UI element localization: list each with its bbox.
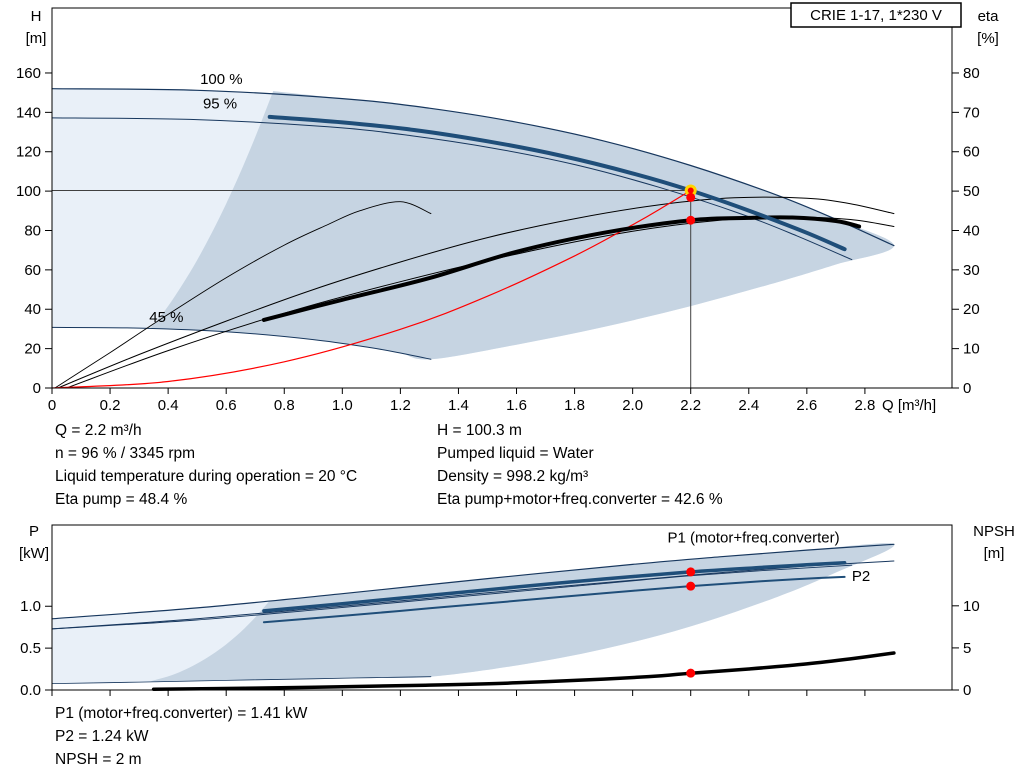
label-p1-motor-freq-converter-: P1 (motor+freq.converter) bbox=[667, 530, 839, 547]
curve-p2-current-96pct bbox=[262, 575, 846, 624]
duty-point-markers bbox=[684, 184, 697, 678]
info-pumped-liquid: Pumped liquid = Water bbox=[437, 445, 594, 462]
qh-x-tick-label: 0 bbox=[48, 397, 56, 414]
qh-x-tick-label: 2.4 bbox=[738, 397, 759, 414]
qh-yl-tick-label: 160 bbox=[16, 65, 41, 82]
curve-qh-45pct bbox=[51, 326, 432, 360]
curve-p1-100pct bbox=[51, 543, 895, 620]
performance-curves bbox=[51, 88, 896, 691]
qh-x-tick-label: 0.2 bbox=[100, 397, 121, 414]
power-yl-tick-label: 0.0 bbox=[20, 682, 41, 699]
info-p1: P1 (motor+freq.converter) = 1.41 kW bbox=[55, 705, 308, 722]
qh-yl-tick-label: 140 bbox=[16, 104, 41, 121]
qh-yr-tick-label: 10 bbox=[963, 341, 980, 358]
qh-x-tick-label: 2.8 bbox=[854, 397, 875, 414]
curve-eta-total-current bbox=[261, 215, 862, 322]
p-axis-unit: [kW] bbox=[19, 545, 49, 562]
qh-x-tick-label: 1.6 bbox=[506, 397, 527, 414]
red-dot-marker bbox=[686, 192, 696, 202]
red-dot-marker bbox=[686, 567, 696, 577]
info-flow: Q = 2.2 m³/h bbox=[55, 422, 142, 439]
qh-x-tick-label: 1.2 bbox=[390, 397, 411, 414]
qh-x-tick-label: 0.8 bbox=[274, 397, 295, 414]
qh-yr-tick-label: 60 bbox=[963, 144, 980, 161]
region-speed-envelope-dark bbox=[151, 91, 894, 360]
curve-qh-current-96pct bbox=[267, 114, 847, 252]
qh-x-tick-label: 2.2 bbox=[680, 397, 701, 414]
qh-yr-tick-label: 50 bbox=[963, 183, 980, 200]
curve-npsh-curve bbox=[151, 651, 896, 691]
qh-x-tick-label: 0.4 bbox=[158, 397, 179, 414]
pump-title: CRIE 1-17, 1*230 V bbox=[810, 7, 942, 24]
npsh-axis-title: NPSH bbox=[973, 523, 1015, 540]
duty-info-left: Q = 2.2 m³/h n = 96 % / 3345 rpm Liquid … bbox=[55, 419, 357, 511]
p-axis-title: P bbox=[29, 523, 39, 540]
power-info: P1 (motor+freq.converter) = 1.41 kW P2 =… bbox=[55, 702, 307, 771]
h-axis-title: H bbox=[31, 8, 42, 25]
qh-plot-border bbox=[51, 7, 953, 389]
curve-p1-95pct bbox=[51, 564, 853, 630]
power-yr-tick-label: 5 bbox=[963, 640, 971, 657]
qh-yl-tick-label: 20 bbox=[24, 341, 41, 358]
shaded-regions bbox=[52, 88, 895, 684]
region-power-envelope-dark bbox=[151, 543, 895, 683]
label-p2: P2 bbox=[852, 568, 870, 585]
qh-yr-tick-label: 80 bbox=[963, 65, 980, 82]
qh-yl-tick-label: 40 bbox=[24, 301, 41, 318]
qh-x-tick-label: 1.8 bbox=[564, 397, 585, 414]
curve-labels: 100 % 95 % 45 % P1 (motor+freq.converter) P2 bbox=[149, 71, 870, 585]
qh-x-tick-label: 2.0 bbox=[622, 397, 643, 414]
label-95-: 95 % bbox=[203, 95, 237, 112]
qh-yr-tick-label: 0 bbox=[963, 380, 971, 397]
qh-yl-tick-label: 0 bbox=[33, 380, 41, 397]
qh-x-tick-label: 1.0 bbox=[332, 397, 353, 414]
qh-yl-tick-label: 60 bbox=[24, 262, 41, 279]
qh-yl-tick-label: 100 bbox=[16, 183, 41, 200]
qh-yr-tick-label: 70 bbox=[963, 104, 980, 121]
qh-yr-tick-label: 30 bbox=[963, 262, 980, 279]
info-liquid-temp: Liquid temperature during operation = 20… bbox=[55, 468, 358, 485]
info-p2: P2 = 1.24 kW bbox=[55, 728, 149, 745]
eta-axis-unit: [%] bbox=[977, 30, 999, 47]
label-100-: 100 % bbox=[200, 71, 243, 88]
qh-yr-tick-label: 40 bbox=[963, 222, 980, 239]
info-eta-pump: Eta pump = 48.4 % bbox=[55, 491, 188, 508]
curve-eta-pump-100pct bbox=[57, 196, 895, 389]
info-density: Density = 998.2 kg/m³ bbox=[437, 468, 589, 485]
power-yl-tick-label: 1.0 bbox=[20, 598, 41, 615]
info-npsh: NPSH = 2 m bbox=[55, 751, 142, 768]
red-dot-marker bbox=[686, 581, 696, 591]
pump-title-box-border bbox=[790, 2, 962, 28]
curve-p-45pct bbox=[51, 676, 432, 684]
info-head: H = 100.3 m bbox=[437, 422, 522, 439]
q-axis-title: Q [m³/h] bbox=[882, 397, 936, 414]
duty-info-right: H = 100.3 m Pumped liquid = Water Densit… bbox=[437, 419, 723, 511]
red-dot-marker bbox=[686, 215, 696, 225]
qh-yl-tick-label: 80 bbox=[24, 222, 41, 239]
curve-system-curve bbox=[51, 189, 692, 389]
qh-x-tick-label: 0.6 bbox=[216, 397, 237, 414]
qh-x-tick-label: 2.6 bbox=[796, 397, 817, 414]
label-45-: 45 % bbox=[149, 309, 183, 326]
info-eta-total: Eta pump+motor+freq.converter = 42.6 % bbox=[437, 491, 723, 508]
chart-axes: 0 0.2 0.4 0.6 0.8 1.0 1.2 1.4 1.6 1.8 2.0 2.2 2.4 2.6… bbox=[16, 7, 980, 699]
power-plot-border bbox=[51, 524, 953, 691]
info-speed: n = 96 % / 3345 rpm bbox=[55, 445, 196, 462]
qh-yl-tick-label: 120 bbox=[16, 144, 41, 161]
qh-x-tick-label: 1.4 bbox=[448, 397, 469, 414]
qh-yr-tick-label: 20 bbox=[963, 301, 980, 318]
curve-eta-45pct bbox=[54, 201, 432, 389]
power-yl-tick-label: 0.5 bbox=[20, 640, 41, 657]
red-dot-marker bbox=[686, 668, 696, 678]
eta-axis-title: eta bbox=[978, 8, 1000, 25]
curve-p1-current-96pct bbox=[262, 560, 847, 613]
npsh-axis-unit: [m] bbox=[984, 545, 1005, 562]
pump-title-box: CRIE 1-17, 1*230 V bbox=[790, 2, 962, 28]
h-axis-unit: [m] bbox=[26, 30, 47, 47]
power-yr-tick-label: 10 bbox=[963, 598, 980, 615]
power-yr-tick-label: 0 bbox=[963, 682, 971, 699]
